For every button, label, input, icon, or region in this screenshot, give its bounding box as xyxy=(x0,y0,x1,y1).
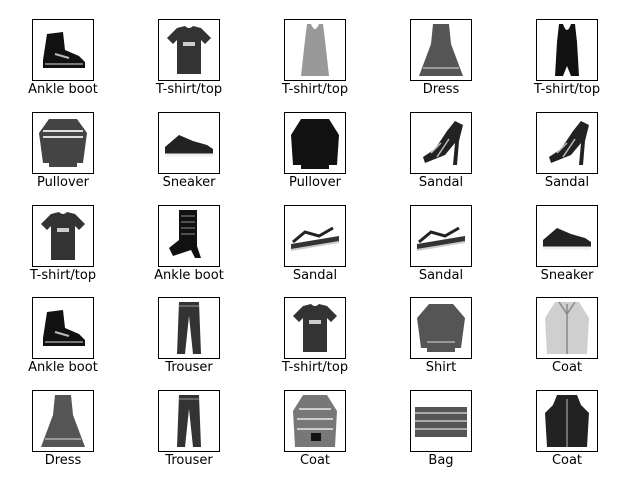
flat-sandal-icon xyxy=(410,205,472,267)
image-label: Trouser xyxy=(165,453,213,468)
image-tile: Shirt xyxy=(378,296,504,388)
image-label: Sandal xyxy=(292,268,338,283)
dress-icon xyxy=(32,390,94,452)
image-tile: Ankle boot xyxy=(0,296,126,388)
tshirt-icon xyxy=(158,19,220,81)
image-tile: Sneaker xyxy=(126,111,252,203)
image-label: Coat xyxy=(551,453,583,468)
image-label: Bag xyxy=(428,453,454,468)
image-tile: T-shirt/top xyxy=(126,18,252,110)
image-label: T-shirt/top xyxy=(29,268,97,283)
image-label: Coat xyxy=(299,453,331,468)
image-label: Dress xyxy=(422,82,460,97)
image-label: Coat xyxy=(551,360,583,375)
ankle-boot-icon xyxy=(32,19,94,81)
image-label: Ankle boot xyxy=(154,268,224,283)
pullover-striped-icon xyxy=(32,112,94,174)
image-label: T-shirt/top xyxy=(155,82,223,97)
image-label: Dress xyxy=(44,453,82,468)
image-tile: Sandal xyxy=(378,111,504,203)
pullover-icon xyxy=(284,112,346,174)
image-tile: T-shirt/top xyxy=(252,18,378,110)
image-tile: Pullover xyxy=(252,111,378,203)
tshirt-icon xyxy=(32,205,94,267)
image-label: Shirt xyxy=(425,360,457,375)
image-label: Sandal xyxy=(544,175,590,190)
image-label: Trouser xyxy=(165,360,213,375)
coat-hooded-icon xyxy=(536,390,598,452)
image-tile: Trouser xyxy=(126,389,252,481)
image-tile: T-shirt/top xyxy=(0,204,126,296)
heel-sandal-icon xyxy=(536,112,598,174)
heel-sandal-icon xyxy=(410,112,472,174)
image-tile: Coat xyxy=(504,389,630,481)
image-label: Pullover xyxy=(288,175,342,190)
image-tile: Dress xyxy=(378,18,504,110)
ankle-boot-icon xyxy=(32,297,94,359)
trouser-icon xyxy=(158,297,220,359)
image-tile: Sneaker xyxy=(504,204,630,296)
flat-sandal-icon xyxy=(284,205,346,267)
bag-icon xyxy=(410,390,472,452)
image-tile: Pullover xyxy=(0,111,126,203)
image-tile: Sandal xyxy=(504,111,630,203)
image-tile: T-shirt/top xyxy=(252,296,378,388)
tanktop-icon xyxy=(284,19,346,81)
sneaker-icon xyxy=(536,205,598,267)
image-label: Pullover xyxy=(36,175,90,190)
trouser-icon xyxy=(158,390,220,452)
image-label: Ankle boot xyxy=(28,360,98,375)
dress-icon xyxy=(410,19,472,81)
image-label: T-shirt/top xyxy=(281,82,349,97)
tshirt-icon xyxy=(284,297,346,359)
image-label: Sandal xyxy=(418,268,464,283)
image-label: Sneaker xyxy=(162,175,216,190)
coat-patterned-icon xyxy=(284,390,346,452)
image-tile: Trouser xyxy=(126,296,252,388)
image-tile: T-shirt/top xyxy=(504,18,630,110)
shirt-icon xyxy=(410,297,472,359)
image-label: T-shirt/top xyxy=(533,82,601,97)
coat-icon xyxy=(536,297,598,359)
ankle-boot-laced-icon xyxy=(158,205,220,267)
image-label: Sandal xyxy=(418,175,464,190)
image-tile: Dress xyxy=(0,389,126,481)
image-label: T-shirt/top xyxy=(281,360,349,375)
image-tile: Sandal xyxy=(378,204,504,296)
sneaker-icon xyxy=(158,112,220,174)
image-label: Sneaker xyxy=(540,268,594,283)
image-tile: Ankle boot xyxy=(126,204,252,296)
image-tile: Sandal xyxy=(252,204,378,296)
image-label: Ankle boot xyxy=(28,82,98,97)
tank-dark-icon xyxy=(536,19,598,81)
image-tile: Bag xyxy=(378,389,504,481)
image-tile: Coat xyxy=(252,389,378,481)
image-tile: Coat xyxy=(504,296,630,388)
image-tile: Ankle boot xyxy=(0,18,126,110)
